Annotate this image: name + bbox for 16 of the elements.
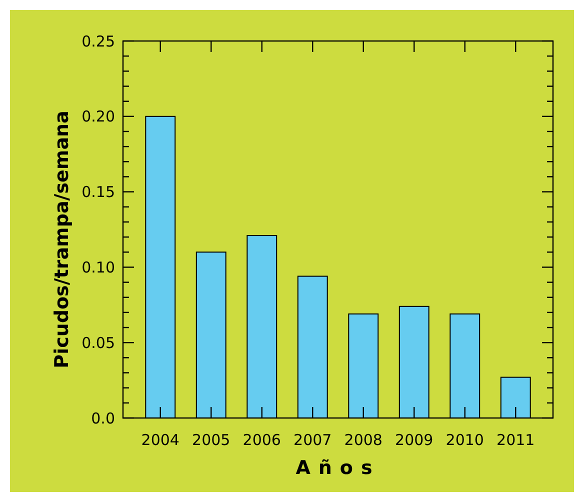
y-tick-label: 0.0: [91, 409, 115, 428]
y-tick-label: 0.05: [82, 334, 115, 352]
x-tick-label: 2009: [395, 431, 434, 449]
x-tick-label: 2011: [496, 431, 535, 449]
y-tick-label: 0.15: [82, 183, 115, 202]
x-tick-label: 2006: [242, 431, 281, 449]
y-tick-label: 0.20: [82, 108, 115, 126]
x-tick-label: 2008: [344, 431, 382, 449]
y-tick-label: 0.25: [82, 32, 115, 50]
x-axis-title: Años: [296, 457, 380, 479]
x-tick-label: 2004: [141, 431, 180, 449]
x-tick-label: 2010: [446, 431, 484, 449]
x-tick-label: 2005: [192, 431, 230, 449]
y-tick-label: 0.10: [82, 258, 115, 276]
x-tick-label: 2007: [294, 431, 332, 449]
y-axis-title: Picudos/trampa/semana: [51, 110, 73, 368]
